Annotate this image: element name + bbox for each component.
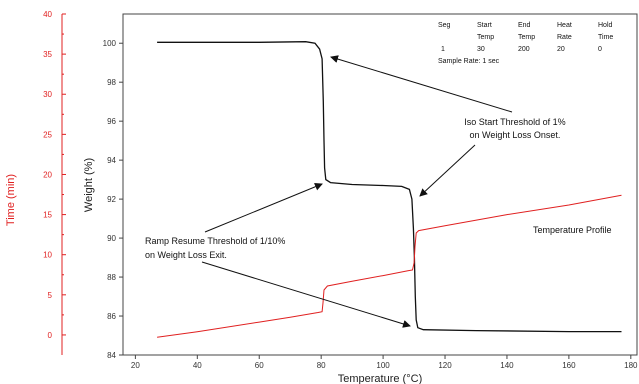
time-tick-label: 15 bbox=[43, 211, 52, 220]
time-tick-label: 30 bbox=[43, 90, 52, 99]
weight-tick-label: 92 bbox=[107, 195, 116, 204]
ramp-resume-annotation-line1: Ramp Resume Threshold of 1/10% bbox=[145, 236, 285, 246]
temperature-profile-line bbox=[157, 194, 622, 338]
weight-tick-label: 94 bbox=[107, 156, 116, 165]
table-header-heat: Heat bbox=[557, 22, 572, 29]
time-tick-label: 5 bbox=[48, 291, 53, 300]
weight-tick-label: 100 bbox=[103, 39, 117, 48]
weight-axis-title: Weight (%) bbox=[83, 158, 95, 212]
ramp-resume-annotation-line2: on Weight Loss Exit. bbox=[145, 250, 227, 260]
iso-start-annotation-line1: Iso Start Threshold of 1% bbox=[464, 117, 565, 127]
x-axis-title: Temperature (°C) bbox=[338, 373, 422, 384]
table-header-time: Time bbox=[598, 34, 613, 41]
ramp-arrow-lower bbox=[201, 261, 411, 328]
time-tick-label: 35 bbox=[43, 50, 52, 59]
temperature-profile-label: Temperature Profile bbox=[533, 225, 612, 235]
weight-axis-ticks: 84 86 88 90 92 94 96 98 100 bbox=[103, 39, 123, 360]
time-axis-ticks: 0 5 10 15 20 25 30 35 40 bbox=[43, 10, 66, 340]
plot-frame bbox=[122, 13, 638, 356]
time-tick-label: 10 bbox=[43, 251, 52, 260]
x-tick-label: 140 bbox=[500, 361, 514, 370]
table-value-seg: 1 bbox=[441, 46, 445, 53]
table-value-hold: 0 bbox=[598, 46, 602, 53]
weight-tick-label: 96 bbox=[107, 117, 116, 126]
table-value-rate: 20 bbox=[557, 46, 565, 53]
x-tick-label: 80 bbox=[317, 361, 326, 370]
weight-tick-label: 88 bbox=[107, 273, 116, 282]
weight-tick-label: 98 bbox=[107, 78, 116, 87]
table-header-rate: Rate bbox=[557, 34, 572, 41]
iso-arrow-lower bbox=[419, 144, 476, 197]
x-tick-label: 120 bbox=[438, 361, 452, 370]
x-tick-label: 60 bbox=[255, 361, 264, 370]
table-header-temp2: Temp bbox=[518, 34, 535, 41]
iso-start-annotation-line2: on Weight Loss Onset. bbox=[470, 130, 561, 140]
weight-tick-label: 84 bbox=[107, 351, 116, 360]
x-axis-ticks: 20 40 60 80 100 120 140 160 180 bbox=[131, 355, 638, 370]
table-header-seg: Seg bbox=[438, 22, 451, 29]
ramp-arrow-upper bbox=[204, 182, 323, 233]
weight-tick-label: 86 bbox=[107, 312, 116, 321]
table-header-start: Start bbox=[477, 22, 492, 29]
table-value-start: 30 bbox=[477, 46, 485, 53]
weight-series-line bbox=[157, 41, 622, 333]
time-tick-label: 25 bbox=[43, 130, 52, 139]
time-tick-label: 0 bbox=[48, 331, 53, 340]
method-table: Seg Start End Heat Hold Temp Temp Rate T… bbox=[438, 22, 613, 65]
x-tick-label: 180 bbox=[624, 361, 638, 370]
table-header-temp1: Temp bbox=[477, 34, 494, 41]
sample-rate-label: Sample Rate: 1 sec bbox=[438, 58, 500, 65]
weight-tick-label: 90 bbox=[107, 234, 116, 243]
table-header-hold: Hold bbox=[598, 22, 613, 29]
time-axis-title: Time (min) bbox=[5, 174, 17, 226]
time-tick-label: 20 bbox=[43, 170, 52, 179]
x-tick-label: 20 bbox=[131, 361, 140, 370]
x-tick-label: 160 bbox=[562, 361, 576, 370]
x-tick-label: 40 bbox=[193, 361, 202, 370]
time-tick-label: 40 bbox=[43, 10, 52, 19]
table-header-end: End bbox=[518, 22, 531, 29]
iso-arrow-upper bbox=[330, 55, 513, 113]
table-value-end: 200 bbox=[518, 46, 530, 53]
x-tick-label: 100 bbox=[376, 361, 390, 370]
